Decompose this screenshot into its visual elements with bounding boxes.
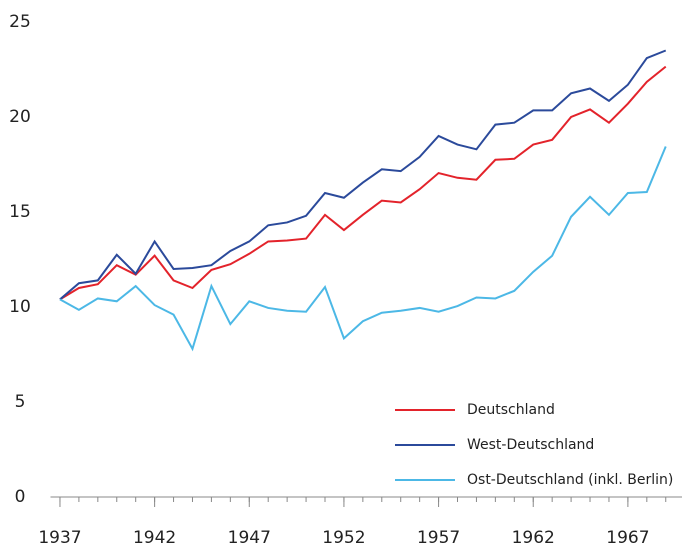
- x-tick-label: 1942: [133, 528, 176, 548]
- legend-label: Deutschland: [467, 402, 555, 418]
- series-line: [59, 65, 667, 301]
- x-tick-label: 1967: [606, 528, 649, 548]
- x-tick-label: 1937: [38, 528, 81, 548]
- legend-label: Ost-Deutschland (inkl. Berlin): [467, 472, 673, 488]
- y-tick-label: 5: [15, 392, 26, 412]
- x-tick-label: 1952: [322, 528, 365, 548]
- x-tick-label: 1957: [417, 528, 460, 548]
- series-line: [59, 49, 667, 301]
- y-tick-label: 10: [9, 297, 31, 317]
- x-tick-label: 1962: [512, 528, 555, 548]
- x-tick-label: 1947: [228, 528, 271, 548]
- y-tick-label: 25: [9, 12, 31, 32]
- y-tick-label: 15: [9, 202, 31, 222]
- y-tick-label: 20: [9, 107, 31, 127]
- legend-label: West-Deutschland: [467, 437, 594, 453]
- series-line: [59, 146, 667, 352]
- y-tick-label: 0: [15, 487, 26, 507]
